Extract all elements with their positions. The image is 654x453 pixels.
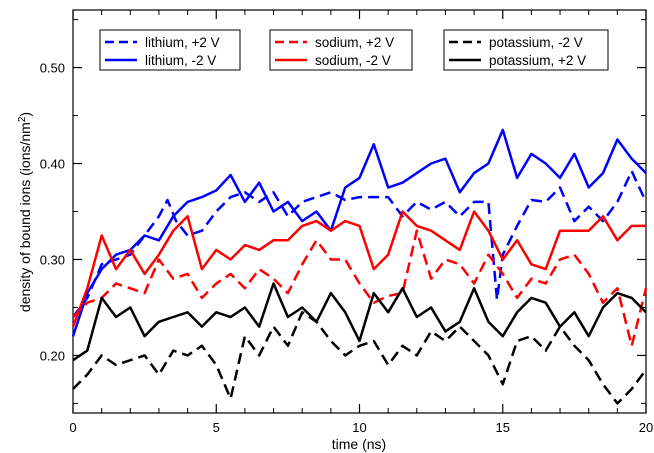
x-axis-title: time (ns)	[332, 436, 386, 452]
legend-label-sodium-minus2v: sodium, -2 V	[315, 53, 391, 68]
legend-box-potassium: potassium, -2 V potassium, +2 V	[443, 29, 609, 71]
legend-box-lithium: lithium, +2 V lithium, -2 V	[99, 29, 241, 71]
y-tick-label: 0.30	[40, 252, 65, 267]
legend-label-lithium-plus2v: lithium, +2 V	[145, 35, 220, 50]
axes: 0 5 10 15 20 0.20 0.30 0.40 0.50	[40, 10, 653, 435]
x-tick-label: 15	[496, 420, 510, 435]
x-tick-label: 20	[639, 420, 653, 435]
y-axis-title: density of bound ions (ions/nm2)	[17, 112, 33, 312]
series-line-potassium-2-v	[72, 282, 647, 362]
legend-label-potassium-minus2v: potassium, -2 V	[489, 35, 583, 50]
series-line-lithium-2-v	[71, 128, 647, 337]
x-tick-label: 0	[69, 420, 76, 435]
series-line-lithium-2-v	[71, 169, 648, 318]
series-line-sodium-2-v	[71, 210, 646, 328]
series-line-sodium-2-v	[72, 229, 648, 348]
series-lines	[71, 128, 648, 405]
legend-label-lithium-minus2v: lithium, -2 V	[145, 53, 216, 68]
x-tick-label: 10	[352, 420, 366, 435]
y-tick-label: 0.50	[40, 61, 65, 76]
y-tick-label: 0.20	[40, 348, 65, 363]
y-tick-label: 0.40	[40, 157, 65, 172]
legend-box-sodium: sodium, +2 V sodium, -2 V	[269, 29, 413, 71]
legend-label-potassium-plus2v: potassium, +2 V	[489, 53, 586, 68]
series-line-potassium-2-v	[72, 311, 648, 405]
legend-label-sodium-plus2v: sodium, +2 V	[315, 35, 394, 50]
x-tick-label: 5	[213, 420, 220, 435]
